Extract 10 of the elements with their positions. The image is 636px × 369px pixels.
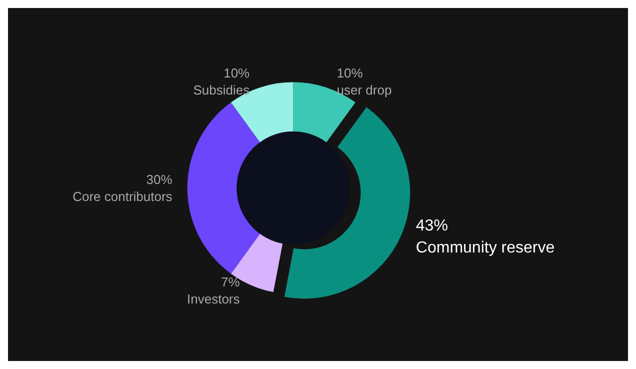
slice-label: Investors [187, 292, 240, 307]
data-label: 10% [224, 66, 250, 81]
slice-label: Community reserve [416, 240, 555, 257]
data-label: 30% [146, 172, 173, 188]
slice-label: Core contributors [72, 189, 173, 204]
slice-label: user drop [336, 82, 392, 98]
slice-label: Subsidies [193, 82, 250, 98]
data-label: 10% [336, 66, 364, 81]
data-label: 43% [416, 218, 448, 235]
data-label: 7% [220, 274, 240, 290]
